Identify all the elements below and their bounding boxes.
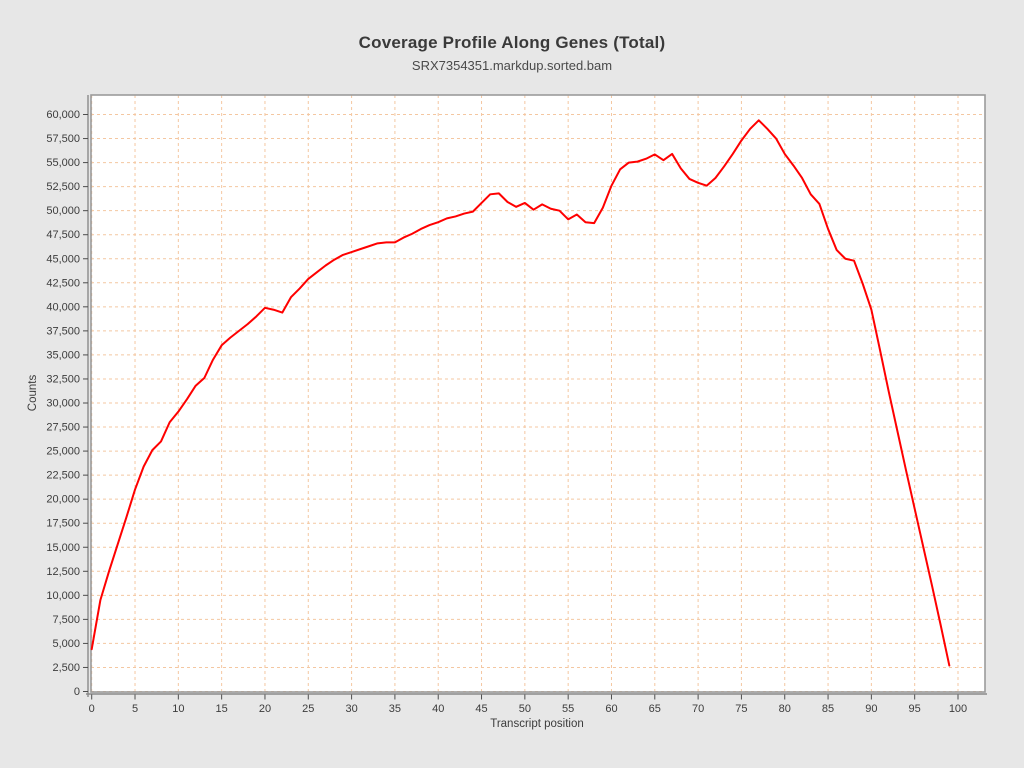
x-tick-label: 90 <box>865 703 877 715</box>
series-layer <box>90 119 951 667</box>
y-tick-label: 5,000 <box>52 638 80 650</box>
x-tick-label: 10 <box>172 703 184 715</box>
y-tick-label: 25,000 <box>46 446 80 458</box>
x-tick-label: 5 <box>132 703 138 715</box>
plot-frame <box>86 94 987 697</box>
y-tick-label: 30,000 <box>46 398 80 410</box>
x-tick-label: 100 <box>949 703 967 715</box>
plot-border <box>90 94 986 693</box>
y-tick-label: 7,500 <box>52 614 80 626</box>
x-tick-label: 40 <box>432 703 444 715</box>
x-tick-label: 60 <box>605 703 617 715</box>
plot-area <box>91 95 985 692</box>
y-tick-label: 32,500 <box>46 373 80 385</box>
axis-layer: 0 5 10 15 20 25 30 35 40 45 50 55 60 65 70 75 80 85 90 95 10… <box>46 109 967 715</box>
y-tick-label: 60,000 <box>46 109 80 121</box>
y-tick-label: 2,500 <box>52 662 80 674</box>
y-tick-label: 40,000 <box>46 301 80 313</box>
x-tick-label: 15 <box>216 703 228 715</box>
y-tick-label: 17,500 <box>46 518 80 530</box>
x-tick-label: 20 <box>259 703 271 715</box>
y-tick-label: 42,500 <box>46 277 80 289</box>
x-tick-label: 50 <box>519 703 531 715</box>
y-tick-label: 15,000 <box>46 542 80 554</box>
x-tick-label: 30 <box>345 703 357 715</box>
y-tick-label: 45,000 <box>46 253 80 265</box>
x-tick-label: 85 <box>822 703 834 715</box>
x-tick-label: 95 <box>909 703 921 715</box>
x-tick-label: 65 <box>649 703 661 715</box>
x-tick-label: 70 <box>692 703 704 715</box>
y-tick-label: 27,500 <box>46 422 80 434</box>
chart-subtitle: SRX7354351.markdup.sorted.bam <box>411 58 613 73</box>
x-tick-label: 45 <box>475 703 487 715</box>
y-tick-label: 22,500 <box>46 470 80 482</box>
x-tick-label: 75 <box>735 703 747 715</box>
y-tick-label: 0 <box>74 686 80 698</box>
y-tick-label: 37,500 <box>46 325 80 337</box>
x-axis-title: Transcript position <box>490 718 584 730</box>
chart-title: Coverage Profile Along Genes (Total) <box>358 33 666 52</box>
y-tick-label: 50,000 <box>46 205 80 217</box>
y-tick-label: 10,000 <box>46 590 80 602</box>
y-axis-title: Counts <box>27 375 39 412</box>
x-tick-label: 80 <box>779 703 791 715</box>
y-tick-label: 55,000 <box>46 157 80 169</box>
x-tick-label: 0 <box>89 703 95 715</box>
y-tick-label: 12,500 <box>46 566 80 578</box>
y-tick-label: 35,000 <box>46 349 80 361</box>
y-tick-label: 57,500 <box>46 133 80 145</box>
x-tick-label: 35 <box>389 703 401 715</box>
x-tick-label: 55 <box>562 703 574 715</box>
coverage-series-line <box>90 119 951 667</box>
y-tick-label: 47,500 <box>46 229 80 241</box>
y-tick-label: 20,000 <box>46 494 80 506</box>
grid-layer <box>91 95 985 692</box>
x-tick-label: 25 <box>302 703 314 715</box>
y-tick-label: 52,500 <box>46 181 80 193</box>
